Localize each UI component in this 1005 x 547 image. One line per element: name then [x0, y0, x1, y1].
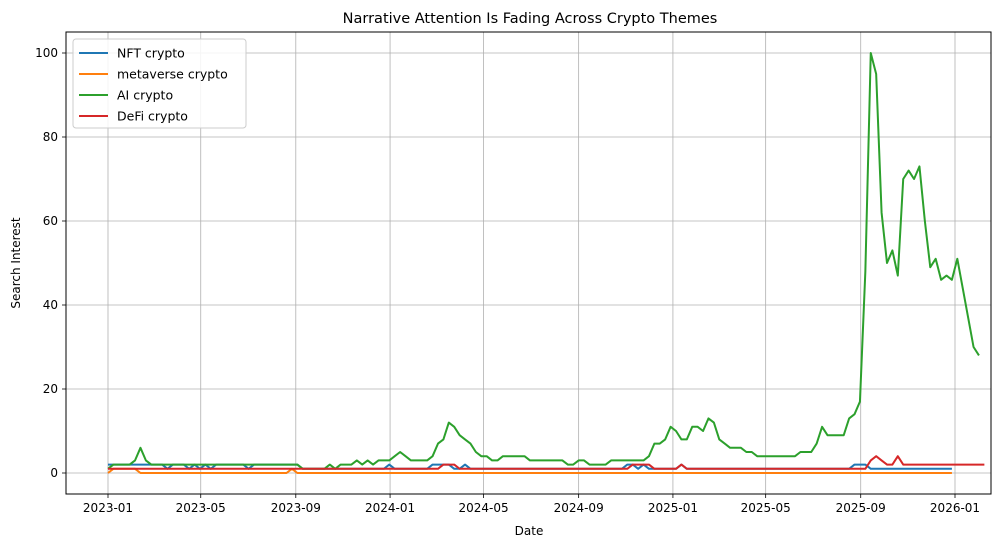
- y-tick-label: 40: [43, 298, 58, 312]
- legend-box: [72, 38, 247, 129]
- y-tick-label: 100: [35, 46, 58, 60]
- y-tick-label: 60: [43, 214, 58, 228]
- legend-entry-label: NFT crypto: [117, 46, 185, 61]
- y-tick-label: 0: [50, 466, 58, 480]
- x-tick-label: 2025-01: [648, 501, 698, 515]
- x-tick-label: 2025-05: [741, 501, 791, 515]
- y-axis-ticks: 0 20 40 60 80 100: [35, 46, 66, 480]
- x-tick-label: 2024-01: [365, 501, 415, 515]
- x-tick-label: 2023-05: [176, 501, 226, 515]
- legend-entry-label: metaverse crypto: [117, 67, 228, 82]
- y-tick-label: 80: [43, 130, 58, 144]
- plot-frame: [65, 31, 992, 495]
- series-line-ai-crypto: [107, 52, 980, 470]
- y-axis-label: Search Interest: [9, 217, 23, 309]
- legend-entry-label: AI crypto: [117, 88, 173, 103]
- chart-title: Narrative Attention Is Fading Across Cry…: [343, 11, 718, 27]
- x-tick-label: 2023-01: [83, 501, 133, 515]
- x-tick-label: 2023-09: [271, 501, 321, 515]
- x-axis-label: Date: [515, 524, 544, 538]
- x-axis-ticks: 2023-01 2023-05 2023-09 2024-01 2024-05 2024-…: [83, 494, 980, 515]
- x-tick-label: 2024-05: [459, 501, 509, 515]
- x-tick-label: 2024-09: [554, 501, 604, 515]
- x-tick-label: 2025-09: [836, 501, 886, 515]
- series-line-metaverse-crypto: [107, 467, 952, 474]
- y-tick-label: 20: [43, 382, 58, 396]
- series-layer: [107, 52, 985, 474]
- legend-entry-label: DeFi crypto: [117, 109, 188, 124]
- legend: NFT crypto metaverse crypto AI crypto DeFi …: [72, 38, 247, 129]
- x-tick-label: 2026-01: [930, 501, 980, 515]
- series-line-defi-crypto: [108, 455, 985, 470]
